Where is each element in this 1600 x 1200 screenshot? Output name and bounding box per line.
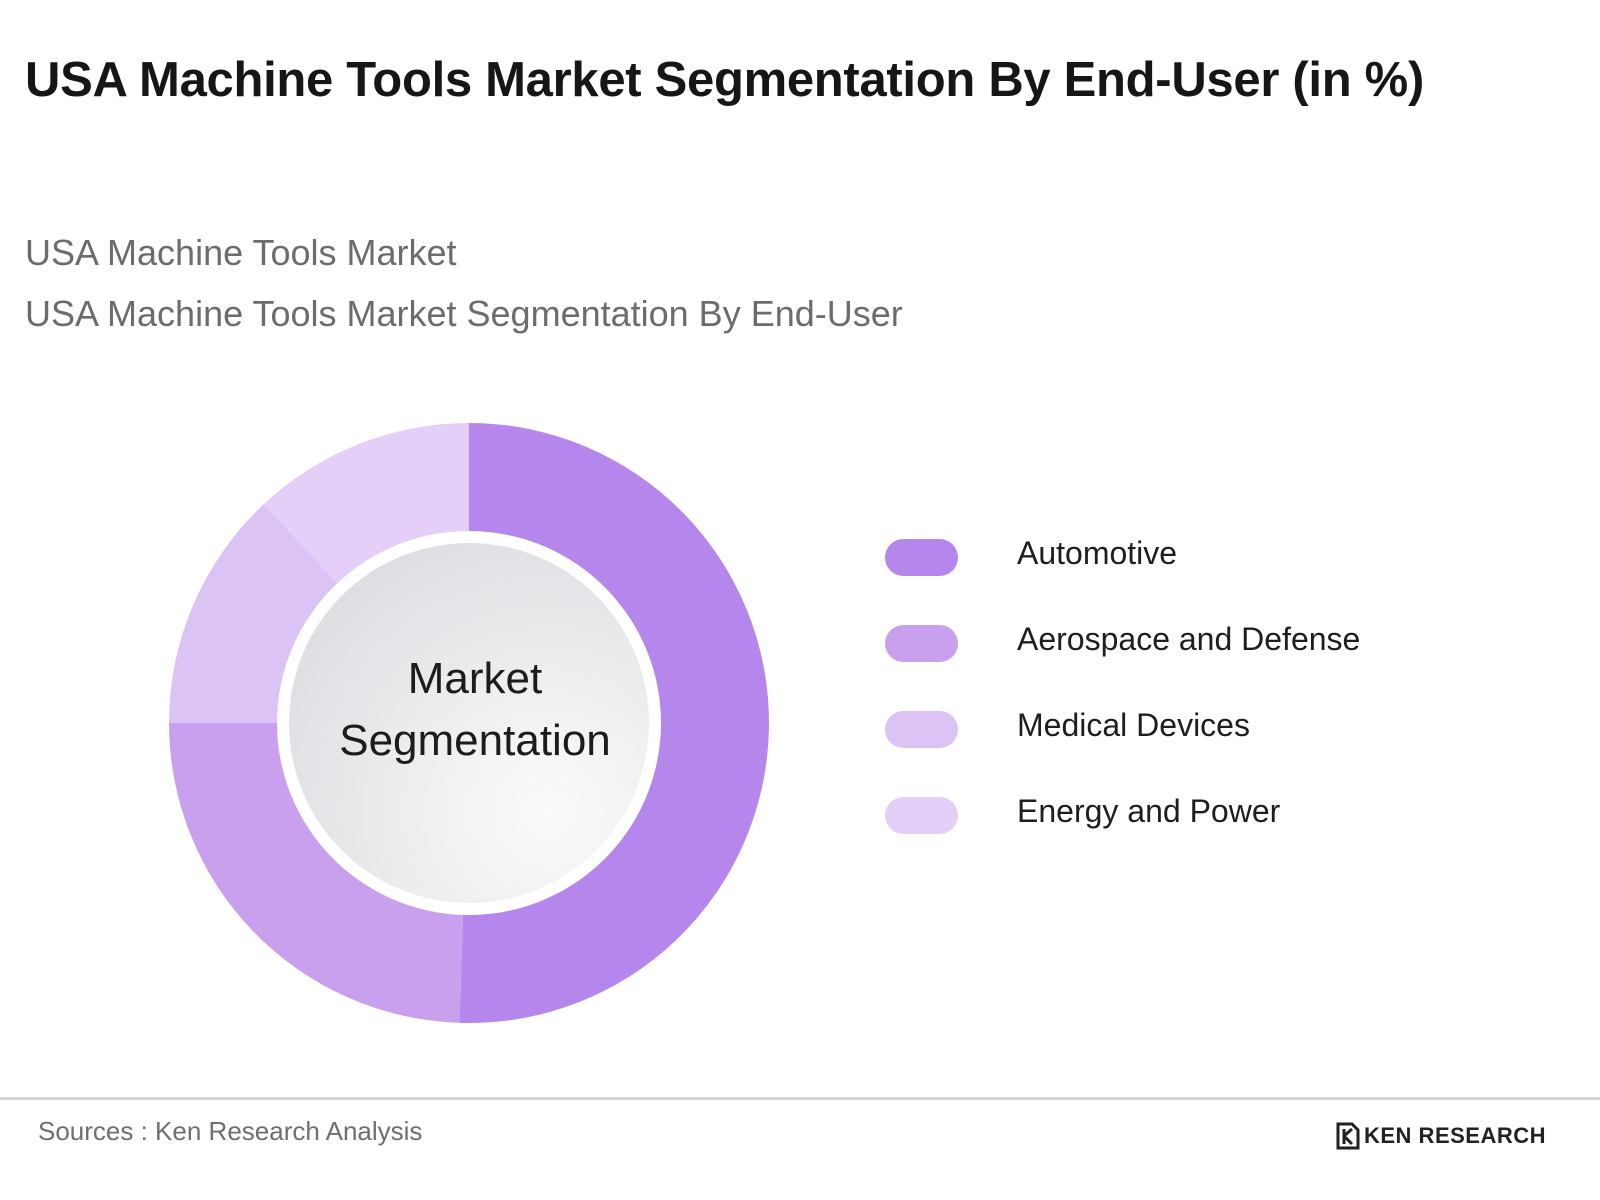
footer-divider (0, 1097, 1600, 1100)
donut-slice-aerospace-and-defense (169, 723, 463, 1023)
legend-label: Energy and Power (1017, 793, 1281, 829)
donut-slice-medical-devices (169, 504, 338, 723)
donut-center-disc (289, 543, 649, 903)
brand-text: KEN RESEARCH (1364, 1123, 1547, 1148)
brand-logo: KEN RESEARCH (1336, 1119, 1546, 1153)
center-label-line1: Market (407, 654, 543, 703)
chart-title: USA Machine Tools Market Segmentation By… (25, 53, 1424, 107)
legend-swatch (885, 625, 958, 662)
donut-center-label: Market Segmentation (285, 648, 665, 772)
legend-swatch (885, 539, 958, 576)
legend-label: Automotive (1017, 535, 1178, 571)
legend-swatch (885, 711, 958, 748)
chart-subtitle-market: USA Machine Tools Market (25, 232, 457, 273)
center-label-line2: Segmentation (339, 716, 611, 765)
donut-slice-automotive (459, 423, 769, 1023)
legend-swatch (885, 797, 958, 834)
ken-research-logo-icon (1336, 1122, 1360, 1150)
donut-chart (169, 423, 769, 1023)
legend-label: Medical Devices (1017, 707, 1250, 743)
source-note: Sources : Ken Research Analysis (38, 1116, 423, 1146)
chart-subtitle-segmentation: USA Machine Tools Market Segmentation By… (25, 293, 903, 334)
legend-label: Aerospace and Defense (1017, 621, 1361, 657)
donut-slice-energy-and-power (263, 423, 469, 584)
